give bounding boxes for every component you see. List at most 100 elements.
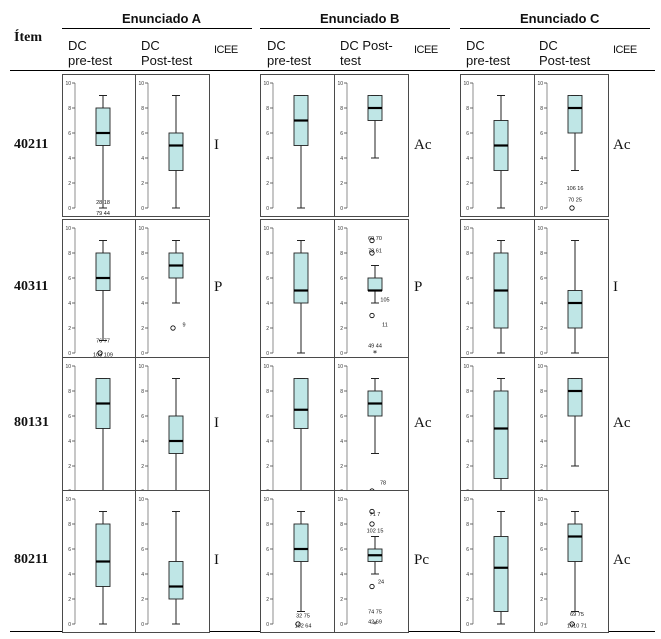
y-tick-label: 8 <box>466 389 469 395</box>
outlier-case-label: 70 25 <box>568 197 582 203</box>
y-tick-label: 10 <box>537 497 543 503</box>
y-tick-label: 8 <box>266 389 269 395</box>
iqr-box <box>493 536 509 612</box>
extreme-outlier-star: * <box>373 620 377 629</box>
boxplot-svg: 0 2 4 6 8 10 28 18 79 44 <box>65 81 111 216</box>
y-tick-label: 0 <box>68 622 71 628</box>
y-tick-label: 2 <box>340 181 343 187</box>
y-tick-label: 2 <box>340 464 343 470</box>
y-tick-label: 8 <box>68 106 71 112</box>
y-tick-label: 10 <box>337 497 343 503</box>
y-tick-label: 8 <box>540 522 543 528</box>
subheader-c-pre: DC pre-test <box>466 38 511 68</box>
y-tick-label: 10 <box>337 364 343 370</box>
icee-value-r2-b: P <box>414 279 423 295</box>
y-tick-label: 2 <box>466 597 469 603</box>
y-tick-label: 10 <box>65 497 71 503</box>
y-tick-label: 10 <box>65 81 71 87</box>
y-tick-label: 6 <box>266 131 269 137</box>
icee-value-r4-c: Ac <box>613 552 631 568</box>
boxplot-panel-r4-c5: 0 2 4 6 8 10 <box>460 490 535 633</box>
item-label-row-4: 80211 <box>14 552 49 567</box>
y-tick-label: 6 <box>466 547 469 553</box>
y-tick-label: 10 <box>138 226 144 232</box>
y-tick-label: 6 <box>68 131 71 137</box>
y-tick-label: 8 <box>540 251 543 257</box>
header-underline-c <box>460 28 650 29</box>
subheader-a-icee: ICEE <box>214 44 238 56</box>
y-tick-label: 4 <box>340 572 343 578</box>
outlier-case-label: 24 <box>378 580 384 586</box>
icee-value-r1-b: Ac <box>414 137 432 153</box>
outlier-case-label: 11 <box>382 322 388 328</box>
iqr-box <box>567 290 583 329</box>
y-tick-label: 10 <box>463 81 469 87</box>
iqr-box <box>567 523 583 562</box>
y-tick-label: 4 <box>141 156 144 162</box>
outlier-case-label: 69 70 <box>368 236 382 242</box>
group-header-a: Enunciado A <box>122 11 201 26</box>
header-bottom-rule <box>10 70 655 71</box>
y-tick-label: 2 <box>266 326 269 332</box>
outlier-case-label: 49 44 <box>368 344 382 350</box>
y-tick-label: 6 <box>68 276 71 282</box>
y-tick-label: 10 <box>65 226 71 232</box>
y-tick-label: 0 <box>68 351 71 357</box>
y-tick-label: 0 <box>540 622 543 628</box>
iqr-box <box>95 252 111 291</box>
iqr-box <box>567 95 583 134</box>
icee-value-r2-c: I <box>613 279 618 295</box>
y-tick-label: 6 <box>340 414 343 420</box>
iqr-box <box>293 523 309 562</box>
subheader-b-icee: ICEE <box>414 44 438 56</box>
outlier-circle <box>569 621 575 627</box>
y-tick-label: 2 <box>68 326 71 332</box>
outlier-circle <box>569 205 575 211</box>
outlier-case-label: 79 44 <box>96 211 110 216</box>
y-tick-label: 2 <box>540 464 543 470</box>
outlier-circle <box>369 521 375 527</box>
y-tick-label: 4 <box>466 301 469 307</box>
y-tick-label: 6 <box>340 131 343 137</box>
y-tick-label: 8 <box>340 522 343 528</box>
y-tick-label: 10 <box>537 364 543 370</box>
y-tick-label: 6 <box>466 276 469 282</box>
y-tick-label: 10 <box>463 364 469 370</box>
y-tick-label: 4 <box>466 439 469 445</box>
group-header-c: Enunciado C <box>520 11 600 26</box>
y-tick-label: 0 <box>466 622 469 628</box>
header-underline-a <box>62 28 252 29</box>
outlier-circle <box>170 325 176 331</box>
y-tick-label: 2 <box>68 597 71 603</box>
y-tick-label: 8 <box>68 389 71 395</box>
y-tick-label: 6 <box>540 276 543 282</box>
y-tick-label: 10 <box>138 81 144 87</box>
subheader-c-post: DC Post-test <box>539 38 591 68</box>
iqr-box <box>168 561 184 600</box>
y-tick-label: 0 <box>466 206 469 212</box>
outlier-case-label: 102 15 <box>367 528 384 534</box>
y-tick-label: 8 <box>466 251 469 257</box>
boxplot-panel-r2-c5: 0 2 4 6 8 10 <box>460 219 535 362</box>
header-underline-b <box>260 28 450 29</box>
y-tick-label: 2 <box>540 181 543 187</box>
outlier-circle <box>369 250 375 256</box>
y-tick-label: 8 <box>141 251 144 257</box>
y-tick-label: 4 <box>540 156 543 162</box>
y-tick-label: 0 <box>266 206 269 212</box>
icee-value-r1-a: I <box>214 137 219 153</box>
y-tick-label: 2 <box>68 464 71 470</box>
y-tick-label: 4 <box>266 572 269 578</box>
boxplot-panel-r2-c2: 0 2 4 6 8 10 9 <box>135 219 210 362</box>
outlier-case-label: 106 16 <box>567 186 584 192</box>
y-tick-label: 4 <box>266 439 269 445</box>
boxplot-svg: 0 2 4 6 8 10 106 16 70 25 <box>537 81 584 212</box>
y-tick-label: 0 <box>266 622 269 628</box>
